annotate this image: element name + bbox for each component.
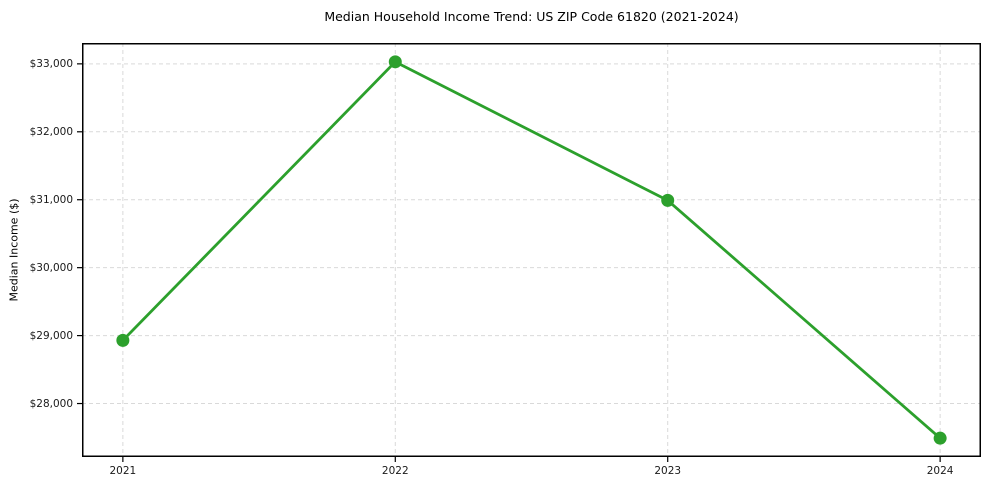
data-point-2021 [116, 333, 130, 347]
y-tick-label: $31,000 [29, 193, 73, 206]
data-point-2022 [388, 55, 402, 69]
y-tick-label: $32,000 [29, 125, 73, 138]
plot-frame [82, 43, 981, 457]
plot-area [77, 43, 981, 462]
chart-title: Median Household Income Trend: US ZIP Co… [324, 9, 739, 24]
y-tick-label: $29,000 [29, 329, 73, 342]
x-tick-label: 2024 [926, 465, 954, 477]
y-tick-label: $28,000 [29, 397, 73, 410]
x-tick-label: 2023 [654, 465, 682, 477]
x-tick-label: 2022 [381, 465, 409, 477]
income-trend-line [121, 60, 942, 440]
data-point-2023 [661, 193, 675, 207]
y-axis-label: Median Income ($) [7, 198, 21, 302]
data-point-2024 [933, 431, 947, 445]
x-tick-label: 2021 [109, 465, 137, 477]
y-tick-label: $30,000 [29, 261, 73, 274]
line-chart-canvas [77, 43, 981, 462]
y-tick-label: $33,000 [29, 57, 73, 70]
